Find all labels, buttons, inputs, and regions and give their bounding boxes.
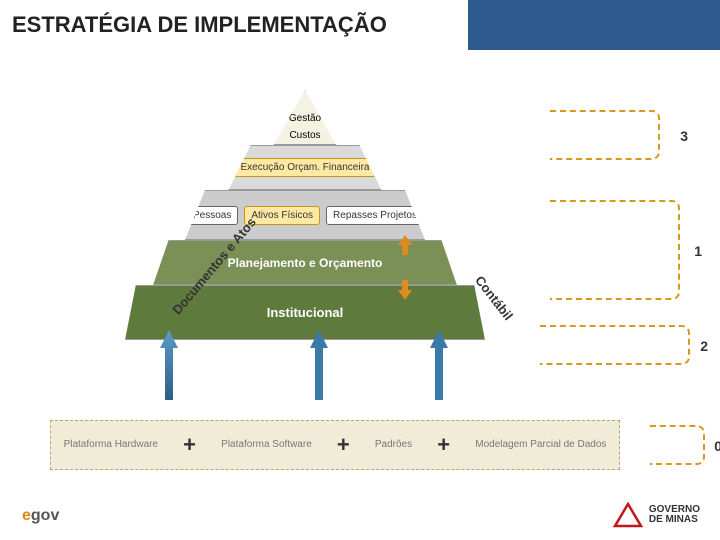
page-title: ESTRATÉGIA DE IMPLEMENTAÇÃO bbox=[12, 12, 387, 38]
level-label: Institucional bbox=[267, 305, 344, 320]
minas-text: GOVERNO DE MINAS bbox=[649, 505, 700, 525]
arrow-up-icon bbox=[398, 235, 412, 255]
foundation-row: Plataforma Hardware + Plataforma Softwar… bbox=[50, 420, 620, 470]
box-repasses: Repasses Projetos bbox=[326, 206, 424, 225]
header: ESTRATÉGIA DE IMPLEMENTAÇÃO bbox=[0, 0, 720, 50]
level-label: Planejamento e Orçamento bbox=[228, 256, 383, 270]
top-label-1: Gestão bbox=[289, 113, 321, 124]
foundation-modelagem: Modelagem Parcial de Dados bbox=[475, 439, 606, 451]
stage-num-3: 3 bbox=[680, 128, 688, 144]
pyramid-level-execucao: Execução Orçam. Financeira bbox=[220, 145, 390, 190]
foundation-hardware: Plataforma Hardware bbox=[64, 439, 158, 451]
egov-logo: egov bbox=[22, 507, 59, 525]
minas-l2: DE MINAS bbox=[649, 515, 700, 525]
arrow-up-large-icon bbox=[160, 330, 178, 400]
bracket-3 bbox=[550, 110, 660, 160]
bracket-1 bbox=[550, 200, 680, 300]
foundation-software: Plataforma Software bbox=[221, 439, 312, 451]
logo-gov: gov bbox=[31, 507, 59, 524]
bracket-2 bbox=[540, 325, 690, 365]
bracket-0 bbox=[650, 425, 705, 465]
plus-icon: + bbox=[337, 432, 350, 458]
plus-icon: + bbox=[437, 432, 450, 458]
box-pessoas: Pessoas bbox=[186, 206, 238, 225]
pyramid-level-processes: Pessoas Ativos Físicos Repasses Projetos bbox=[180, 190, 430, 240]
plus-icon: + bbox=[183, 432, 196, 458]
stage-num-1: 1 bbox=[694, 243, 702, 259]
arrow-up-large-icon bbox=[310, 330, 328, 400]
minas-flag-icon bbox=[613, 502, 643, 528]
arrow-down-icon bbox=[398, 280, 412, 300]
pyramid-top: Gestão Custos bbox=[260, 90, 350, 145]
top-label-2: Custos bbox=[289, 130, 320, 141]
minas-logo: GOVERNO DE MINAS bbox=[613, 502, 700, 528]
foundation-padroes: Padrões bbox=[375, 439, 412, 451]
logo-e: e bbox=[22, 507, 31, 524]
stage-num-0: 0 bbox=[714, 438, 720, 454]
stage-num-2: 2 bbox=[700, 338, 708, 354]
arrow-up-large-icon bbox=[430, 330, 448, 400]
box-execucao: Execução Orçam. Financeira bbox=[234, 158, 377, 177]
